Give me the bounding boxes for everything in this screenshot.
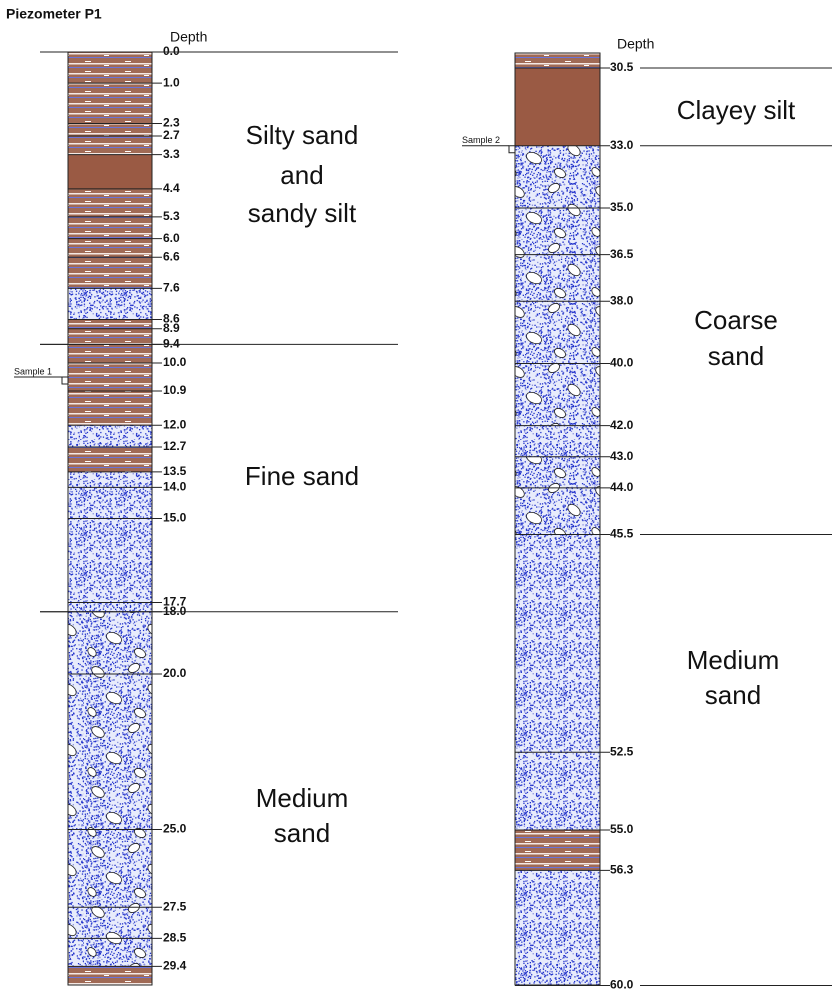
unit-label: and: [280, 160, 323, 190]
unit-label: Medium: [256, 783, 348, 813]
depth-label: 45.5: [610, 527, 634, 541]
depth-label: 20.0: [163, 666, 187, 680]
depth-label: 6.0: [163, 231, 180, 245]
depth-label: 1.0: [163, 75, 180, 89]
soil-layer: [68, 447, 152, 472]
depth-label: 15.0: [163, 511, 187, 525]
unit-label: sand: [705, 680, 761, 710]
depth-label: 42.0: [610, 418, 634, 432]
soil-layer: [68, 425, 152, 447]
depth-label: 10.0: [163, 355, 187, 369]
depth-label: 7.6: [163, 281, 180, 295]
depth-label: 43.0: [610, 449, 634, 463]
soil-layer: [68, 155, 152, 189]
depth-label: 30.5: [610, 60, 634, 74]
depth-label: 56.3: [610, 863, 634, 877]
soil-layer: [68, 966, 152, 985]
depth-label: 29.4: [163, 959, 187, 973]
soil-layer: [515, 146, 600, 426]
depth-label: 44.0: [610, 480, 634, 494]
depth-label: 6.6: [163, 249, 180, 263]
depth-label: 40.0: [610, 356, 634, 370]
unit-label: Clayey silt: [677, 95, 796, 125]
sample-label: Sample 2: [462, 135, 500, 145]
depth-label: 55.0: [610, 822, 634, 836]
soil-layer: [515, 457, 600, 535]
depth-label: 52.5: [610, 744, 634, 758]
depth-label: 13.5: [163, 464, 187, 478]
depth-label: 14.0: [163, 480, 187, 494]
depth-label: 9.4: [163, 337, 180, 351]
sample-label: Sample 1: [14, 366, 52, 376]
title: Piezometer P1: [6, 6, 102, 22]
soil-layer: [68, 83, 152, 155]
depth-label: 18.0: [163, 604, 187, 618]
sample-marker: [62, 377, 68, 384]
unit-label: sandy silt: [248, 198, 357, 228]
depth-label: 60.0: [610, 978, 634, 990]
soil-layer: [68, 319, 152, 425]
unit-label: sand: [274, 818, 330, 848]
depth-label: 38.0: [610, 293, 634, 307]
depth-label: 36.5: [610, 247, 634, 261]
depth-label: 2.7: [163, 128, 180, 142]
soil-layer: [68, 288, 152, 319]
soil-layer: [515, 426, 600, 457]
depth-label: 3.3: [163, 147, 180, 161]
unit-label: Fine sand: [245, 461, 359, 491]
soil-layer: [515, 68, 600, 146]
depth-label: 28.5: [163, 931, 187, 945]
depth-label: 12.0: [163, 417, 187, 431]
soil-layer: [68, 472, 152, 612]
unit-label: Silty sand: [246, 120, 359, 150]
depth-label: 33.0: [610, 138, 634, 152]
depth-label: 8.9: [163, 321, 180, 335]
soil-layer: [515, 535, 600, 830]
soil-layer: [515, 830, 600, 870]
unit-label: sand: [708, 341, 764, 371]
unit-label: Coarse: [694, 305, 778, 335]
soil-layer: [515, 870, 600, 985]
soil-layer: [68, 52, 152, 83]
depth-heading: Depth: [170, 29, 207, 45]
depth-label: 5.3: [163, 209, 180, 223]
borehole-logs: Piezometer P1 Depth0.01.02.32.73.34.45.3…: [0, 0, 832, 990]
soil-layer: [515, 53, 600, 68]
depth-label: 12.7: [163, 439, 187, 453]
depth-label: 10.9: [163, 383, 187, 397]
soil-layer: [68, 612, 152, 967]
depth-label: 0.0: [163, 44, 180, 58]
unit-label: Medium: [687, 645, 779, 675]
depth-label: 35.0: [610, 200, 634, 214]
depth-label: 25.0: [163, 822, 187, 836]
depth-label: 4.4: [163, 181, 180, 195]
depth-heading: Depth: [617, 36, 654, 52]
sample-marker: [509, 146, 515, 153]
depth-label: 27.5: [163, 899, 187, 913]
